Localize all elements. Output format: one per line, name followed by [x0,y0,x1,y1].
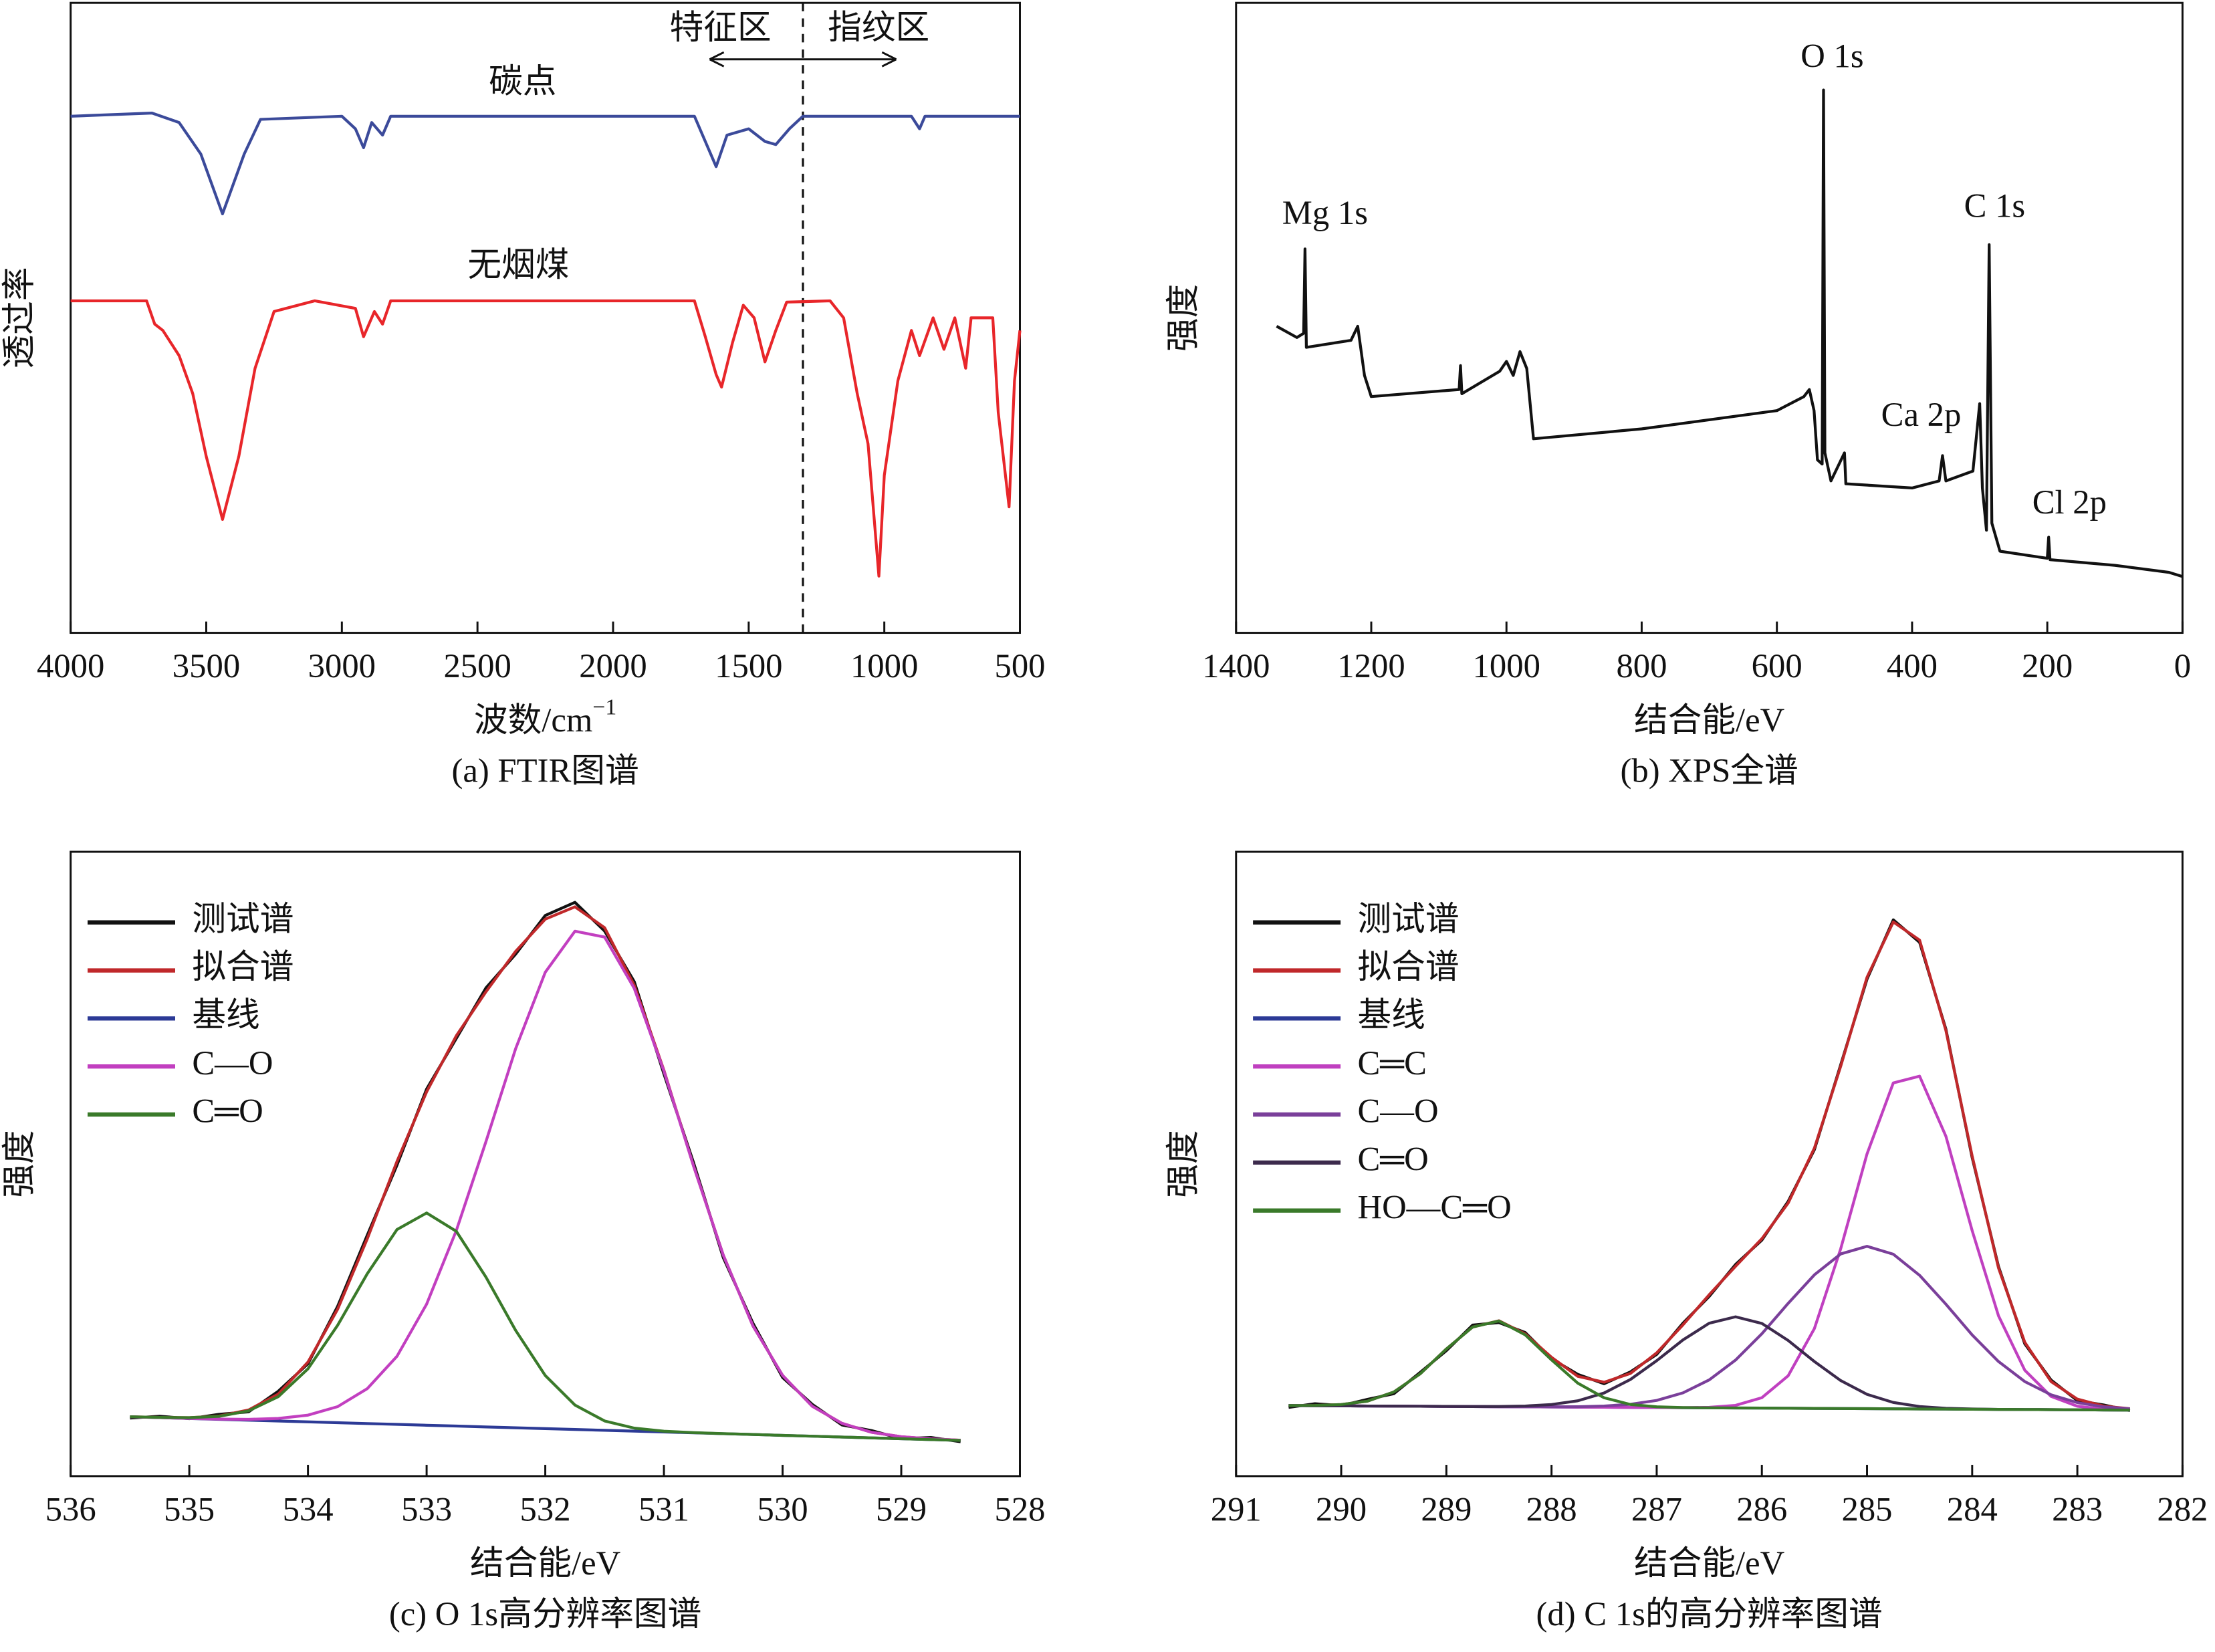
x-tick-label: 282 [2157,1491,2208,1528]
x-tick-label: 1200 [1337,647,1405,685]
legend-label: 拟合谱 [1357,948,1459,985]
annotation: 特征区 [670,9,772,46]
x-tick-label: 500 [994,647,1045,685]
x-tick-label: 290 [1316,1491,1367,1528]
x-tick-label: 1400 [1202,647,1270,685]
spectrum-line [130,905,961,1442]
x-tick-label: 1000 [850,647,918,685]
x-tick-label: 288 [1526,1491,1577,1528]
x-axis-label-text: 结合能/eV [1634,701,1785,738]
x-tick-label: 3500 [172,647,240,685]
legend-label: 拟合谱 [192,948,294,985]
legend-label: 基线 [1357,996,1425,1034]
legend-label: 测试谱 [1357,900,1459,937]
x-axis-label: 结合能/eV [1634,701,1785,738]
x-tick-label: 285 [1842,1491,1893,1528]
legend-label: C═C [1357,1044,1427,1082]
x-tick-label: 535 [164,1491,215,1528]
x-axis-label: 波数/cm−1 [474,695,616,738]
spectrum-line [1288,1319,2130,1412]
caption: (b) XPS全谱 [1621,751,1798,789]
x-tick-label: 2000 [579,647,647,685]
y-axis-label: 透过率 [0,267,37,368]
x-tick-label: 200 [2022,647,2073,685]
x-tick-label: 289 [1421,1491,1472,1528]
spectrum-line [1276,88,2184,578]
plot-frame [70,1,1021,634]
legend-label: C—O [1357,1092,1438,1130]
caption: (a) FTIR图谱 [452,751,639,789]
x-tick-label: 800 [1616,647,1667,685]
legend-label: HO—C═O [1357,1188,1511,1225]
x-tick-label: 529 [876,1491,927,1528]
annotation: 指纹区 [828,9,929,46]
series-label: 碳点 [489,62,556,100]
annotation: Mg 1s [1282,194,1368,231]
x-axis-label-sup: −1 [592,695,616,719]
x-tick-label: 287 [1631,1491,1682,1528]
legend-label: 测试谱 [192,900,294,937]
annotation: Ca 2p [1881,396,1962,433]
spectrum-line [70,112,1020,216]
region-arrow-head [709,51,897,68]
x-tick-label: 536 [45,1491,96,1528]
plot-frame [70,850,1021,1478]
x-tick-label: 4000 [37,647,104,685]
x-tick-label: 528 [994,1491,1045,1528]
x-tick-label: 533 [401,1491,452,1528]
annotation: Cl 2p [2032,483,2107,521]
annotation: C 1s [1964,187,2026,224]
x-tick-label: 600 [1752,647,1802,685]
y-axis-label: 强度 [0,1130,37,1197]
legend-label: 基线 [192,996,259,1034]
legend-label: C═O [1357,1141,1428,1178]
x-tick-label: 1500 [715,647,782,685]
y-axis-label: 强度 [1164,284,1201,352]
series-label: 无烟煤 [467,246,569,283]
x-tick-label: 283 [2052,1491,2103,1528]
x-tick-label: 291 [1211,1491,1262,1528]
x-axis-label: 结合能/eV [470,1544,621,1582]
spectrum-line [130,929,961,1442]
x-tick-label: 532 [520,1491,571,1528]
caption: (d) C 1s的高分辨率图谱 [1536,1595,1883,1633]
x-axis-label-text: 结合能/eV [470,1544,621,1582]
x-tick-label: 286 [1736,1491,1787,1528]
x-tick-label: 531 [638,1491,689,1528]
x-axis-label: 结合能/eV [1634,1544,1785,1582]
x-tick-label: 3000 [308,647,376,685]
x-tick-label: 284 [1947,1491,1998,1528]
plot-frame [1235,1,2184,634]
spectrum-line [1288,1315,2130,1412]
x-tick-label: 530 [757,1491,808,1528]
y-axis-label: 强度 [1164,1130,1201,1197]
spectrum-line [70,299,1022,578]
x-axis-label-text: 结合能/eV [1634,1544,1785,1582]
x-tick-label: 400 [1887,647,1938,685]
legend-label: C═O [192,1092,263,1130]
caption: (c) O 1s高分辨率图谱 [389,1595,701,1633]
x-tick-label: 2500 [443,647,511,685]
annotation: O 1s [1800,37,1863,74]
spectrum-line [130,1211,961,1442]
plot-frame [1235,850,2184,1478]
x-tick-label: 0 [2174,647,2191,685]
x-tick-label: 1000 [1473,647,1540,685]
x-tick-label: 534 [283,1491,334,1528]
legend-label: C—O [192,1044,273,1082]
x-axis-label-text: 波数/cm [474,701,592,738]
